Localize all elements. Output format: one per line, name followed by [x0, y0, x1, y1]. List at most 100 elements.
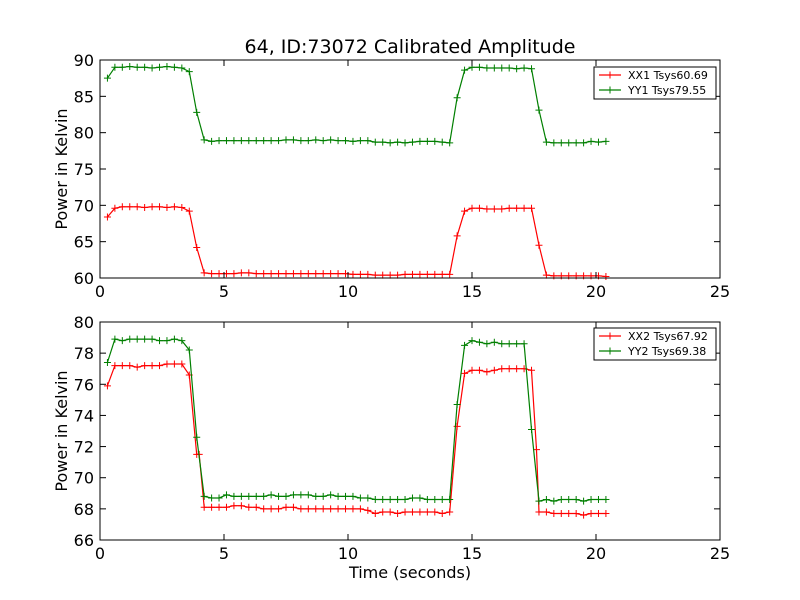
data-point	[103, 358, 111, 366]
data-point	[535, 241, 543, 249]
data-point	[431, 137, 439, 145]
data-point	[148, 64, 156, 72]
data-point	[416, 270, 424, 278]
legend-entry: XX1 Tsys60.69	[628, 69, 708, 82]
y-tick-label: 80	[74, 124, 94, 143]
legend-box	[593, 66, 717, 100]
data-point	[594, 138, 602, 146]
data-point	[408, 508, 416, 516]
x-tick-label: 5	[219, 282, 229, 301]
data-point	[528, 425, 536, 433]
data-point	[111, 362, 119, 370]
data-point	[394, 510, 402, 518]
data-point	[200, 492, 208, 500]
data-point	[438, 496, 446, 504]
data-point	[289, 491, 297, 499]
data-point	[528, 366, 536, 374]
data-point	[513, 340, 521, 348]
data-point	[148, 203, 156, 211]
data-point	[260, 270, 268, 278]
data-point	[118, 203, 126, 211]
x-tick-label: 20	[586, 282, 606, 301]
data-point	[356, 505, 364, 513]
data-point	[334, 492, 342, 500]
data-point	[327, 270, 335, 278]
data-point	[461, 66, 469, 74]
data-point	[364, 270, 372, 278]
data-point	[126, 362, 134, 370]
data-point	[401, 496, 409, 504]
data-point	[297, 137, 305, 145]
y-tick-label: 70	[74, 196, 94, 215]
data-point	[565, 139, 573, 147]
data-point	[386, 508, 394, 516]
data-point	[364, 494, 372, 502]
data-point	[334, 505, 342, 513]
data-point	[580, 511, 588, 519]
data-point	[141, 204, 149, 212]
data-point	[215, 503, 223, 511]
data-point	[461, 369, 469, 377]
data-point	[423, 508, 431, 516]
data-point	[156, 337, 164, 345]
plot-area-frame	[99, 321, 721, 541]
y-tick-label: 85	[74, 87, 94, 106]
legend-entry: YY1 Tsys79.55	[627, 84, 706, 97]
data-point	[289, 270, 297, 278]
data-point	[200, 503, 208, 511]
data-point	[237, 269, 245, 277]
data-point	[222, 137, 230, 145]
data-point	[103, 382, 111, 390]
data-point	[423, 496, 431, 504]
data-point	[483, 64, 491, 72]
y-tick-label: 60	[74, 269, 94, 288]
data-point	[505, 340, 513, 348]
data-point	[141, 63, 149, 71]
data-point	[275, 270, 283, 278]
data-point	[319, 492, 327, 500]
data-point	[260, 492, 268, 500]
data-point	[133, 335, 141, 343]
x-tick-label: 0	[95, 544, 105, 563]
data-point	[349, 270, 357, 278]
data-point	[342, 505, 350, 513]
data-point	[356, 270, 364, 278]
data-point	[557, 139, 565, 147]
data-point	[438, 510, 446, 518]
data-point	[371, 138, 379, 146]
data-point	[282, 270, 290, 278]
series-line-1	[106, 363, 606, 516]
data-point	[416, 494, 424, 502]
data-point	[520, 204, 528, 212]
data-point	[550, 510, 558, 518]
data-point	[319, 137, 327, 145]
data-point	[289, 503, 297, 511]
y-tick-label: 78	[74, 344, 94, 363]
data-point	[401, 270, 409, 278]
data-point	[587, 496, 595, 504]
data-point	[408, 494, 416, 502]
data-point	[312, 492, 320, 500]
data-point	[304, 491, 312, 499]
data-point	[483, 368, 491, 376]
data-point	[535, 508, 543, 516]
data-point	[312, 270, 320, 278]
data-point	[170, 63, 178, 71]
data-point	[602, 273, 610, 281]
data-point	[185, 68, 193, 76]
data-point	[371, 496, 379, 504]
data-point	[327, 136, 335, 144]
data-point	[513, 365, 521, 373]
data-point	[215, 137, 223, 145]
data-point	[468, 204, 476, 212]
y-tick-label: 66	[74, 531, 94, 550]
x-tick-label: 0	[95, 282, 105, 301]
data-point	[498, 205, 506, 213]
data-point	[126, 335, 134, 343]
data-point	[580, 497, 588, 505]
top-plot: 0 5 10 15 20 25 60 65 70 75 80 85 90 64, ID:73072 Cal…	[52, 36, 730, 301]
legend-marker	[606, 71, 614, 79]
y-tick-label: 68	[74, 500, 94, 519]
data-point	[550, 497, 558, 505]
data-point	[580, 139, 588, 147]
